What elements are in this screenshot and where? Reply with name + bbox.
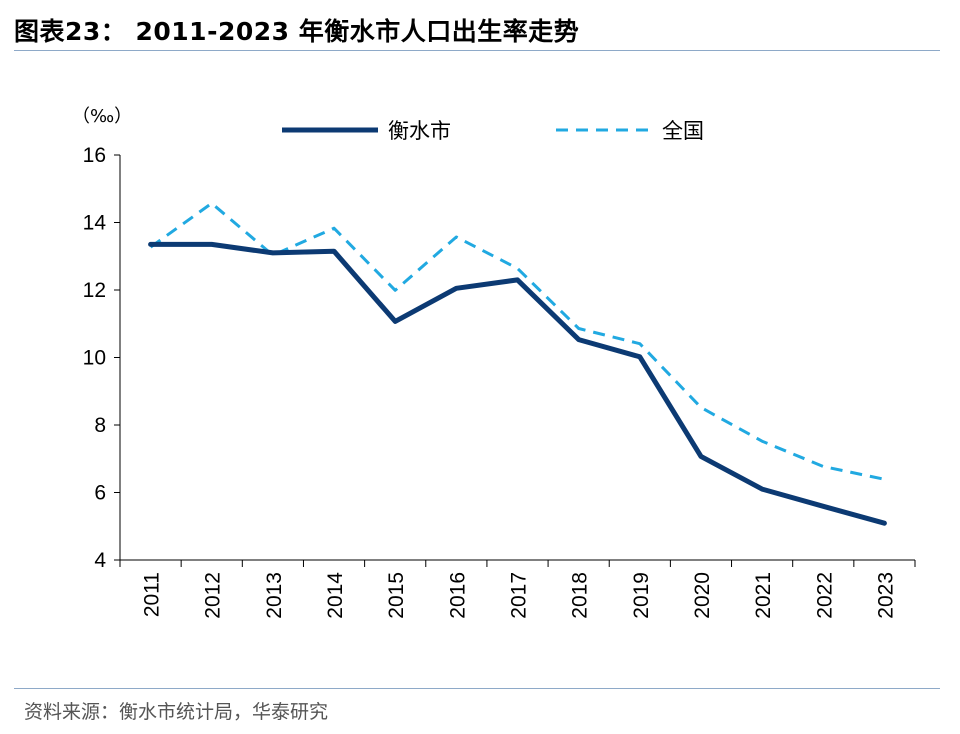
series-layer: [148, 201, 887, 526]
title-divider: [14, 50, 940, 51]
x-tick-label: 2023: [874, 572, 897, 619]
legend-label-hengshui: 衡水市: [388, 119, 451, 143]
x-tick-label: 2013: [263, 572, 286, 619]
series-line-national: [149, 201, 885, 481]
y-tick-label: 4: [94, 549, 106, 572]
x-tick-label: 2014: [324, 572, 347, 619]
y-tick-label: 12: [83, 279, 106, 302]
footer-divider: [14, 688, 940, 689]
x-tick-label: 2017: [508, 572, 531, 619]
source-note: 资料来源：衡水市统计局，华泰研究: [24, 701, 329, 723]
x-tick-label: 2020: [691, 572, 714, 619]
x-tick-labels: 2011 2012 2013 2014 2015 2016 2017 2018 2019 2020…: [141, 572, 898, 619]
x-tick-label: 2018: [569, 572, 592, 619]
y-tick-label: 10: [83, 347, 106, 370]
y-tick-labels: 4 6 8 10 12 14 16: [83, 144, 107, 572]
x-tick-label: 2021: [752, 572, 775, 619]
y-tick-label: 8: [94, 414, 106, 437]
series-line-hengshui: [148, 241, 887, 526]
x-tick-label: 2022: [813, 572, 836, 619]
y-axis-unit-label: （‰）: [72, 106, 132, 127]
x-tick-label: 2015: [385, 572, 408, 619]
x-tick-label: 2012: [202, 572, 225, 619]
chart-axes: [114, 154, 916, 567]
chart-legend: 衡水市 全国: [282, 119, 704, 143]
y-tick-label: 16: [83, 144, 106, 167]
x-tick-label: 2019: [630, 572, 653, 619]
figure-title: 图表23： 2011-2023 年衡水市人口出生率走势: [14, 17, 580, 46]
x-tick-label: 2016: [446, 572, 469, 619]
y-tick-label: 6: [94, 482, 106, 505]
legend-label-national: 全国: [662, 119, 704, 143]
y-tick-label: 14: [83, 212, 107, 235]
x-tick-label: 2011: [141, 572, 164, 617]
